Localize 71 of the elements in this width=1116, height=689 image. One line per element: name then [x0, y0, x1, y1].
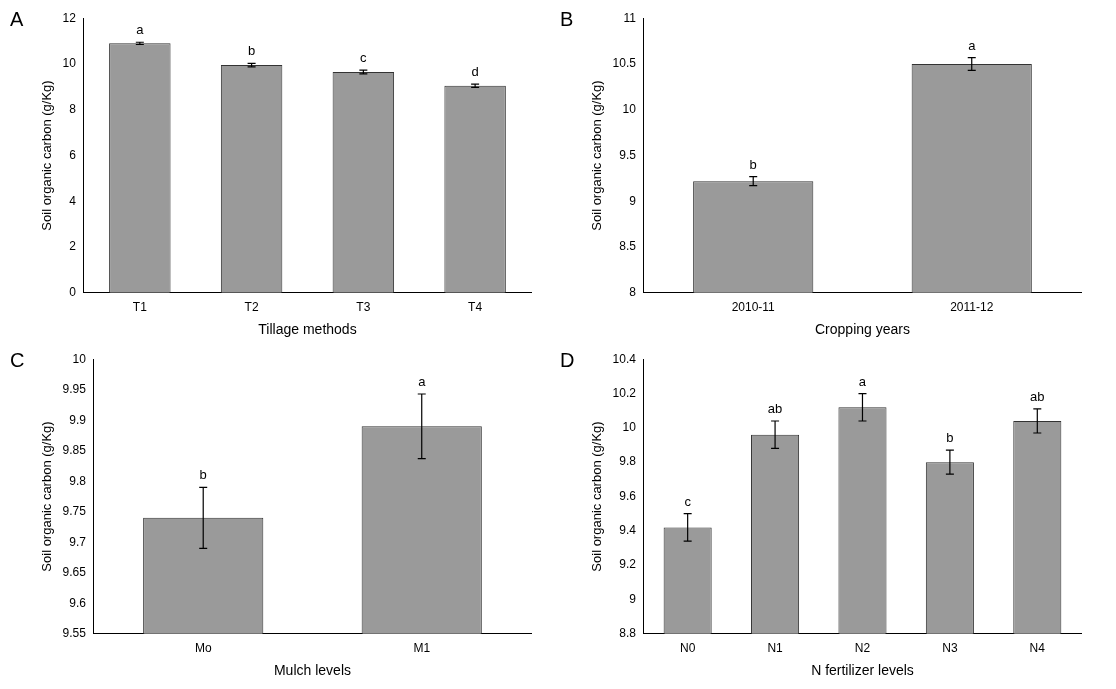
annotation: ab: [767, 401, 783, 417]
chart-title: A: [10, 8, 24, 31]
x-tick-label: 2010-11: [731, 300, 776, 315]
x-axis-title: N fertilizer levels: [811, 662, 914, 679]
y-axis-title: Soil organic carbon (g/Kg): [39, 80, 55, 231]
y-tick-label: 10: [72, 351, 87, 366]
y-tick-label: 9.2: [619, 557, 637, 572]
chart-title: B: [560, 8, 574, 31]
x-tick-label: N1: [767, 641, 784, 656]
annotation: ab: [1030, 389, 1045, 405]
chart-title: D: [560, 349, 575, 372]
y-tick-label: 10: [622, 102, 637, 117]
y-tick-label: 9.55: [62, 626, 87, 641]
y-tick-label: 8: [629, 285, 637, 300]
x-tick-label: M1: [413, 641, 431, 656]
annotation: a: [418, 374, 427, 390]
y-tick-label: 12: [62, 10, 77, 25]
y-tick-label: 9.5: [619, 147, 637, 162]
y-tick-label: 9.95: [62, 382, 87, 397]
annotation: b: [199, 467, 207, 483]
x-tick-label: T2: [244, 300, 259, 315]
y-tick-label: 9.75: [62, 504, 87, 519]
y-tick-label: 4: [69, 193, 77, 208]
y-tick-label: 8.8: [619, 626, 637, 641]
annotation: b: [247, 43, 256, 59]
x-tick-label: T1: [132, 300, 148, 315]
annotation: b: [749, 156, 757, 172]
x-tick-label: T3: [356, 300, 371, 315]
y-tick-label: 9.8: [69, 473, 87, 488]
x-tick-label: 2011-12: [950, 300, 994, 315]
x-axis-title: Cropping years: [815, 321, 910, 338]
annotation: a: [858, 373, 867, 389]
y-axis-title: Soil organic carbon (g/Kg): [589, 421, 605, 572]
y-tick-label: 9.4: [619, 523, 637, 538]
annotation: a: [968, 37, 977, 53]
x-tick-label: Mo: [194, 641, 212, 656]
y-tick-label: 10: [622, 420, 637, 435]
y-tick-label: 9.65: [62, 565, 87, 580]
y-tick-label: 2: [69, 239, 77, 254]
y-tick-label: 9.85: [62, 443, 87, 458]
y-tick-label: 10.4: [612, 351, 637, 366]
y-tick-label: 9.6: [69, 595, 87, 610]
y-tick-label: 10.5: [612, 56, 637, 71]
x-tick-label: N2: [854, 641, 871, 656]
annotation: c: [360, 50, 368, 66]
annotation: a: [136, 22, 145, 38]
y-tick-label: 9.6: [619, 488, 637, 503]
x-axis-title: Tillage methods: [258, 321, 357, 338]
y-axis-title: Soil organic carbon (g/Kg): [39, 421, 55, 572]
annotation: b: [946, 430, 954, 446]
y-tick-label: 9: [629, 193, 637, 208]
x-axis-title: Mulch levels: [273, 662, 351, 679]
y-axis-title: Soil organic carbon (g/Kg): [589, 80, 605, 231]
x-tick-label: T4: [468, 300, 483, 315]
x-tick-label: N3: [942, 641, 958, 656]
chart-title: C: [10, 349, 25, 372]
y-tick-label: 8: [69, 102, 77, 117]
y-tick-label: 0: [69, 285, 77, 300]
y-tick-label: 11: [623, 10, 637, 25]
x-tick-label: N4: [1029, 641, 1046, 656]
x-tick-label: N0: [679, 641, 696, 656]
y-tick-label: 9.7: [69, 534, 87, 549]
y-tick-label: 8.5: [619, 239, 637, 254]
y-tick-label: 9.8: [619, 454, 637, 469]
y-tick-label: 9.9: [69, 412, 87, 427]
y-tick-label: 6: [69, 147, 77, 162]
annotation: d: [471, 64, 479, 80]
annotation: c: [684, 493, 692, 509]
y-tick-label: 10.2: [612, 385, 637, 400]
y-tick-label: 9: [629, 591, 637, 606]
y-tick-label: 10: [62, 56, 77, 71]
